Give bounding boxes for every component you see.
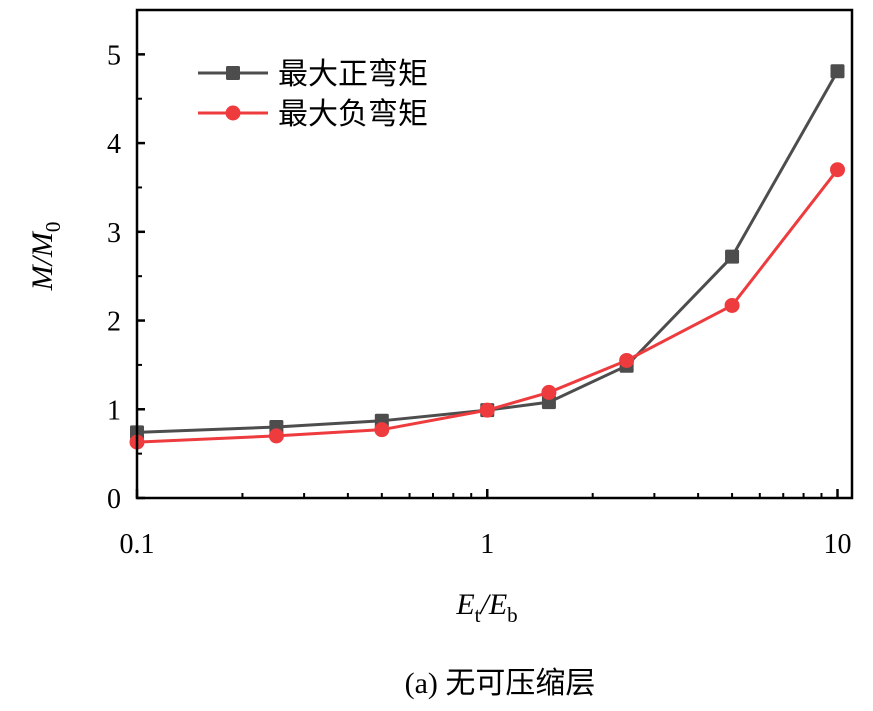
series-line-1	[136, 70, 839, 434]
y-tick-label: 1	[107, 395, 121, 426]
chart-caption: (a) 无可压缩层	[405, 667, 596, 700]
data-point-circle	[479, 402, 495, 418]
legend-label: 最大负弯矩	[278, 98, 428, 131]
x-tick-label: 10	[824, 529, 852, 560]
data-point-circle	[374, 422, 390, 438]
data-point-circle	[619, 352, 635, 368]
data-point-circle	[268, 428, 284, 444]
x-tick-label: 1	[480, 529, 494, 560]
y-tick-label: 3	[107, 218, 121, 249]
y-tick-label: 4	[107, 129, 121, 160]
data-point-square	[830, 64, 845, 79]
plot-frame	[135, 8, 854, 500]
data-point-square	[725, 249, 740, 264]
data-point-circle	[830, 162, 846, 178]
legend-marker-square	[226, 66, 240, 80]
series-line-2	[136, 168, 839, 444]
y-axis-label: M/M0	[26, 222, 65, 292]
data-point-circle	[724, 297, 740, 313]
y-tick-label: 2	[107, 307, 121, 338]
y-tick-label: 5	[107, 40, 121, 71]
x-tick-label: 0.1	[120, 529, 155, 560]
y-tick-label: 0	[107, 484, 121, 515]
data-point-circle	[541, 384, 557, 400]
legend-label: 最大正弯矩	[278, 58, 428, 91]
x-axis-label: Et/Eb	[455, 588, 517, 627]
series-layer	[129, 64, 846, 450]
legend-marker-circle	[225, 105, 241, 121]
ticks-layer: 0 1 2 3 4 5 0.1 1 10	[107, 9, 852, 560]
